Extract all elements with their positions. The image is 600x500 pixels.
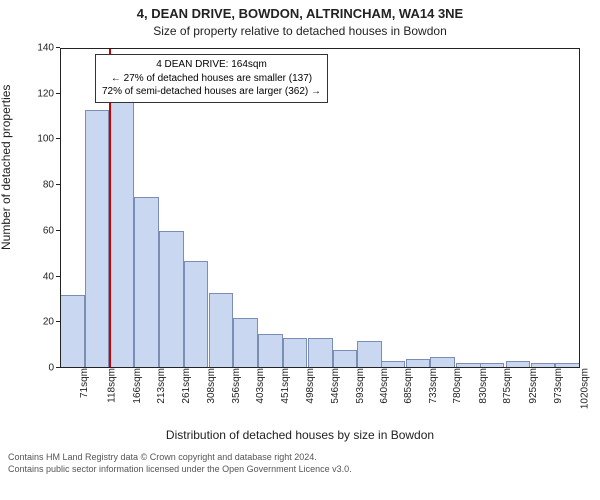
y-tick-label: 120 bbox=[37, 88, 60, 99]
histogram-bar bbox=[283, 338, 308, 368]
histogram-bar bbox=[258, 334, 283, 368]
x-tick-label: 830sqm bbox=[474, 368, 489, 404]
histogram-bar bbox=[381, 361, 406, 368]
x-tick-label: 403sqm bbox=[251, 368, 266, 404]
y-tick-mark bbox=[56, 93, 60, 94]
x-tick-label: 925sqm bbox=[524, 368, 539, 404]
annotation-box: 4 DEAN DRIVE: 164sqm ← 27% of detached h… bbox=[95, 54, 328, 103]
x-tick-label: 166sqm bbox=[127, 368, 142, 404]
y-tick-mark bbox=[56, 184, 60, 185]
histogram-bar bbox=[110, 101, 135, 368]
y-tick-mark bbox=[56, 138, 60, 139]
x-tick-label: 261sqm bbox=[177, 368, 192, 404]
histogram-bar bbox=[134, 197, 159, 368]
chart-title: 4, DEAN DRIVE, BOWDON, ALTRINCHAM, WA14 … bbox=[0, 6, 600, 21]
x-tick-label: 451sqm bbox=[276, 368, 291, 404]
y-tick-mark bbox=[56, 47, 60, 48]
histogram-bar bbox=[430, 357, 455, 368]
y-tick-label: 140 bbox=[37, 43, 60, 54]
histogram-bar bbox=[308, 338, 333, 368]
annotation-line2: ← 27% of detached houses are smaller (13… bbox=[102, 72, 321, 86]
y-tick-label: 80 bbox=[43, 180, 60, 191]
attribution-text: Contains HM Land Registry data © Crown c… bbox=[8, 452, 592, 475]
x-tick-label: 546sqm bbox=[326, 368, 341, 404]
x-axis-label: Distribution of detached houses by size … bbox=[0, 428, 600, 442]
histogram-bar bbox=[506, 361, 531, 368]
y-tick-label: 40 bbox=[43, 271, 60, 282]
x-tick-label: 118sqm bbox=[102, 368, 117, 403]
histogram-bar bbox=[184, 261, 209, 368]
y-tick-label: 100 bbox=[37, 134, 60, 145]
x-tick-label: 498sqm bbox=[301, 368, 316, 404]
histogram-bar bbox=[233, 318, 258, 368]
histogram-bar bbox=[333, 350, 358, 368]
y-tick-label: 60 bbox=[43, 225, 60, 236]
x-tick-label: 213sqm bbox=[152, 368, 167, 404]
x-tick-label: 593sqm bbox=[350, 368, 365, 404]
x-tick-label: 308sqm bbox=[202, 368, 217, 404]
histogram-bar bbox=[85, 110, 110, 368]
y-axis-label: Number of detached properties bbox=[0, 85, 13, 250]
histogram-bar bbox=[406, 359, 431, 368]
x-tick-label: 733sqm bbox=[423, 368, 438, 404]
chart-subtitle: Size of property relative to detached ho… bbox=[0, 24, 600, 38]
x-tick-label: 875sqm bbox=[498, 368, 513, 404]
x-tick-label: 1020sqm bbox=[576, 368, 591, 409]
x-tick-label: 640sqm bbox=[375, 368, 390, 404]
histogram-bar bbox=[357, 341, 382, 368]
histogram-bar bbox=[60, 295, 85, 368]
attribution-line2: Contains public sector information licen… bbox=[8, 464, 592, 476]
y-tick-mark bbox=[56, 230, 60, 231]
annotation-line3: 72% of semi-detached houses are larger (… bbox=[102, 85, 321, 99]
x-tick-label: 685sqm bbox=[398, 368, 413, 404]
histogram-bar bbox=[209, 293, 234, 368]
histogram-bar bbox=[159, 231, 184, 368]
y-tick-label: 0 bbox=[48, 363, 60, 374]
y-tick-mark bbox=[56, 276, 60, 277]
x-tick-label: 71sqm bbox=[75, 368, 90, 398]
attribution-line1: Contains HM Land Registry data © Crown c… bbox=[8, 452, 592, 464]
annotation-line1: 4 DEAN DRIVE: 164sqm bbox=[102, 58, 321, 72]
x-tick-label: 356sqm bbox=[227, 368, 242, 404]
x-tick-label: 973sqm bbox=[549, 368, 564, 404]
y-tick-label: 20 bbox=[43, 317, 60, 328]
x-tick-label: 780sqm bbox=[448, 368, 463, 404]
